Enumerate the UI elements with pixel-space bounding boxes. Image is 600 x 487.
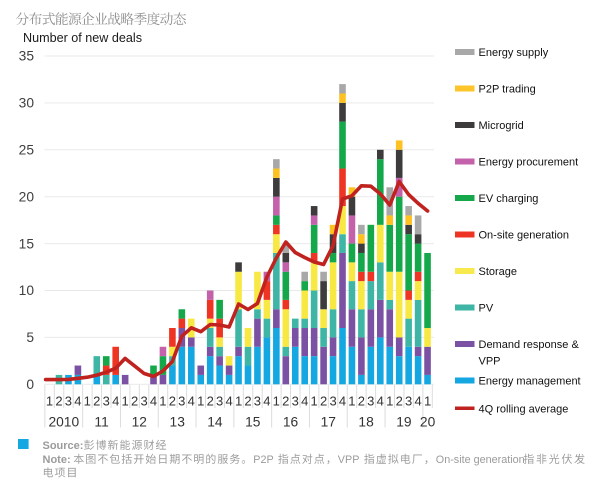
svg-text:11: 11 bbox=[94, 415, 108, 430]
svg-text:4Q rolling average: 4Q rolling average bbox=[479, 403, 569, 415]
svg-text:2: 2 bbox=[320, 394, 327, 409]
svg-text:4: 4 bbox=[263, 394, 270, 409]
svg-text:35: 35 bbox=[19, 49, 35, 64]
svg-text:Demand response &: Demand response & bbox=[479, 339, 580, 351]
svg-text:Storage: Storage bbox=[479, 266, 518, 278]
svg-text:20: 20 bbox=[19, 189, 35, 204]
svg-text:PV: PV bbox=[479, 303, 494, 315]
svg-text:3: 3 bbox=[329, 394, 336, 409]
svg-text:Energy procurement: Energy procurement bbox=[479, 157, 579, 169]
svg-text:Note:: Note: bbox=[43, 454, 71, 466]
svg-text:2010: 2010 bbox=[48, 415, 79, 430]
svg-text:P2P trading: P2P trading bbox=[479, 84, 536, 96]
svg-text:1: 1 bbox=[235, 394, 242, 409]
svg-text:VPP: VPP bbox=[479, 356, 501, 368]
svg-text:2: 2 bbox=[358, 394, 365, 409]
svg-text:12: 12 bbox=[132, 415, 147, 430]
svg-text:14: 14 bbox=[207, 415, 223, 430]
svg-text:VPP: VPP bbox=[338, 454, 360, 466]
svg-text:1: 1 bbox=[310, 394, 317, 409]
svg-text:2: 2 bbox=[131, 394, 138, 409]
svg-text:4: 4 bbox=[188, 394, 195, 409]
svg-text:2: 2 bbox=[207, 394, 214, 409]
svg-text:On-site generation: On-site generation bbox=[479, 230, 570, 242]
svg-text:15: 15 bbox=[245, 415, 261, 430]
svg-text:EV charging: EV charging bbox=[479, 193, 539, 205]
svg-text:3: 3 bbox=[140, 394, 147, 409]
svg-text:5: 5 bbox=[26, 330, 34, 345]
svg-text:Source:: Source: bbox=[43, 440, 84, 452]
svg-text:2: 2 bbox=[282, 394, 289, 409]
svg-text:1: 1 bbox=[348, 394, 355, 409]
svg-text:Number of new deals: Number of new deals bbox=[23, 31, 142, 45]
svg-text:1: 1 bbox=[121, 394, 128, 409]
svg-text:4: 4 bbox=[339, 394, 346, 409]
svg-text:4: 4 bbox=[301, 394, 308, 409]
svg-text:18: 18 bbox=[358, 415, 374, 430]
svg-text:1: 1 bbox=[386, 394, 393, 409]
svg-text:2: 2 bbox=[244, 394, 251, 409]
svg-text:Energy supply: Energy supply bbox=[479, 47, 549, 59]
svg-text:1: 1 bbox=[84, 394, 91, 409]
svg-text:15: 15 bbox=[19, 236, 35, 251]
svg-text:2: 2 bbox=[55, 394, 62, 409]
svg-text:2: 2 bbox=[169, 394, 176, 409]
svg-text:4: 4 bbox=[377, 394, 384, 409]
svg-text:1: 1 bbox=[197, 394, 204, 409]
svg-text:3: 3 bbox=[178, 394, 185, 409]
svg-text:4: 4 bbox=[414, 394, 421, 409]
svg-text:4: 4 bbox=[112, 394, 119, 409]
svg-text:4: 4 bbox=[74, 394, 81, 409]
svg-text:1: 1 bbox=[46, 394, 53, 409]
svg-text:2: 2 bbox=[396, 394, 403, 409]
svg-text:P2P: P2P bbox=[253, 454, 273, 466]
svg-text:16: 16 bbox=[283, 415, 299, 430]
svg-text:20: 20 bbox=[420, 415, 436, 430]
svg-text:17: 17 bbox=[321, 415, 336, 430]
svg-text:30: 30 bbox=[19, 96, 35, 111]
svg-text:4: 4 bbox=[225, 394, 232, 409]
svg-text:3: 3 bbox=[103, 394, 110, 409]
svg-text:1: 1 bbox=[424, 394, 431, 409]
svg-text:4: 4 bbox=[150, 394, 157, 409]
svg-text:0: 0 bbox=[26, 377, 34, 392]
svg-text:2: 2 bbox=[93, 394, 100, 409]
svg-text:1: 1 bbox=[159, 394, 166, 409]
svg-text:1: 1 bbox=[273, 394, 280, 409]
svg-text:Energy management: Energy management bbox=[479, 376, 581, 388]
svg-text:19: 19 bbox=[396, 415, 412, 430]
svg-text:Microgrid: Microgrid bbox=[479, 120, 524, 132]
svg-text:3: 3 bbox=[292, 394, 299, 409]
svg-text:3: 3 bbox=[254, 394, 261, 409]
svg-text:25: 25 bbox=[19, 143, 35, 158]
svg-text:On-site generation: On-site generation bbox=[436, 454, 525, 466]
svg-text:3: 3 bbox=[65, 394, 72, 409]
svg-text:10: 10 bbox=[19, 283, 35, 298]
svg-text:13: 13 bbox=[170, 415, 186, 430]
svg-text:3: 3 bbox=[216, 394, 223, 409]
svg-text:3: 3 bbox=[405, 394, 412, 409]
svg-text:3: 3 bbox=[367, 394, 374, 409]
